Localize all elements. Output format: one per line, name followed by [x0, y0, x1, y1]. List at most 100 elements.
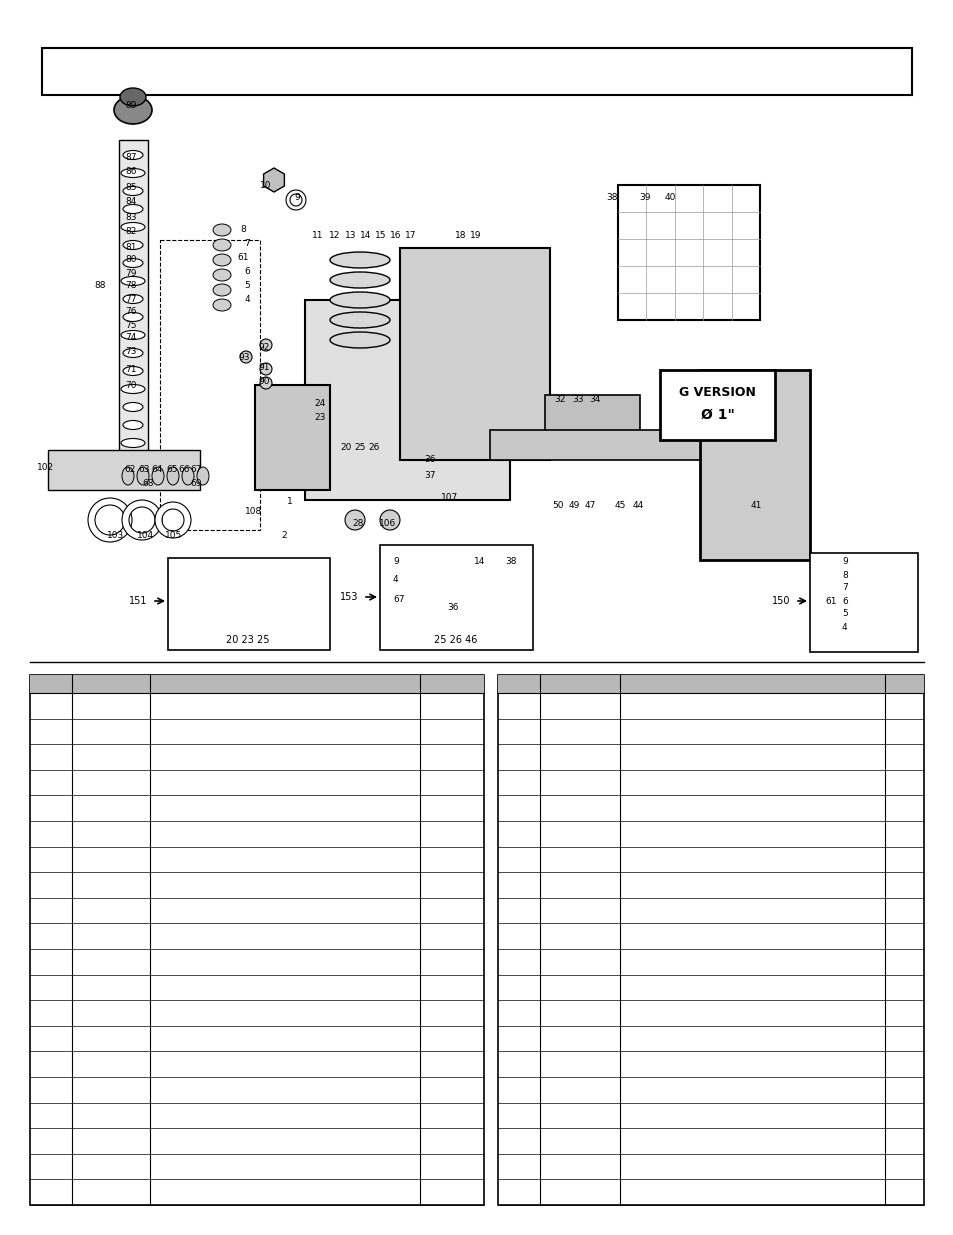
Circle shape: [260, 363, 272, 375]
Ellipse shape: [167, 467, 179, 485]
Bar: [30, 676, 483, 1205]
Text: 6: 6: [841, 597, 847, 605]
Ellipse shape: [213, 240, 231, 251]
Text: 103: 103: [108, 531, 125, 540]
Text: 61: 61: [237, 253, 249, 263]
Text: 32: 32: [554, 395, 565, 405]
Text: 41: 41: [749, 501, 760, 510]
Text: 104: 104: [137, 531, 154, 540]
Bar: [48, 450, 200, 490]
Text: 47: 47: [583, 501, 595, 510]
Ellipse shape: [121, 438, 145, 447]
Bar: [490, 430, 700, 459]
Text: 18: 18: [455, 231, 466, 240]
Bar: [379, 545, 533, 650]
Text: 17: 17: [405, 231, 416, 240]
Bar: [254, 385, 330, 490]
Ellipse shape: [121, 384, 145, 394]
Text: 89: 89: [125, 101, 136, 110]
Bar: [30, 676, 483, 693]
Bar: [544, 395, 639, 450]
Circle shape: [379, 510, 399, 530]
Text: 81: 81: [125, 242, 136, 252]
Ellipse shape: [121, 168, 145, 178]
Text: 74: 74: [125, 333, 136, 342]
Text: 62: 62: [124, 466, 135, 474]
Text: 82: 82: [125, 227, 136, 236]
Ellipse shape: [123, 258, 143, 268]
Text: 108: 108: [245, 508, 262, 516]
Text: 92: 92: [258, 343, 270, 352]
Text: 68: 68: [142, 478, 153, 488]
Text: 70: 70: [125, 382, 136, 390]
Text: 85: 85: [125, 183, 136, 191]
Ellipse shape: [213, 254, 231, 266]
Text: 4: 4: [841, 622, 846, 631]
Ellipse shape: [123, 186, 143, 195]
Text: 83: 83: [125, 212, 136, 221]
Ellipse shape: [330, 252, 390, 268]
Text: 84: 84: [125, 198, 136, 206]
Ellipse shape: [330, 272, 390, 288]
Text: 77: 77: [125, 294, 136, 304]
Ellipse shape: [213, 224, 231, 236]
Ellipse shape: [120, 88, 146, 106]
Ellipse shape: [213, 269, 231, 282]
Circle shape: [260, 338, 272, 351]
Text: 14: 14: [474, 557, 485, 567]
Ellipse shape: [123, 241, 143, 249]
Text: 71: 71: [125, 366, 136, 374]
Text: 9: 9: [294, 194, 299, 203]
Text: 13: 13: [345, 231, 356, 240]
Ellipse shape: [121, 331, 145, 340]
Circle shape: [345, 510, 365, 530]
Text: 16: 16: [390, 231, 401, 240]
Text: 40: 40: [663, 194, 675, 203]
Text: 5: 5: [244, 282, 250, 290]
Text: 20: 20: [340, 442, 352, 452]
Bar: [497, 676, 923, 1205]
Ellipse shape: [213, 299, 231, 311]
Bar: [700, 370, 809, 559]
Text: 14: 14: [360, 231, 372, 240]
Text: 37: 37: [424, 472, 436, 480]
Text: 86: 86: [125, 168, 136, 177]
Text: 67: 67: [393, 595, 404, 604]
Text: 15: 15: [375, 231, 386, 240]
Text: 76: 76: [125, 308, 136, 316]
Text: G VERSION: G VERSION: [679, 387, 755, 399]
Ellipse shape: [113, 96, 152, 124]
Ellipse shape: [121, 277, 145, 285]
Text: 151: 151: [129, 597, 147, 606]
Text: 44: 44: [632, 501, 643, 510]
Text: 2: 2: [281, 531, 287, 541]
Text: 11: 11: [312, 231, 323, 240]
Text: 64: 64: [152, 466, 163, 474]
Text: 8: 8: [841, 571, 847, 579]
Text: 1: 1: [287, 498, 293, 506]
Text: 38: 38: [504, 557, 516, 567]
Text: 107: 107: [441, 493, 458, 501]
Text: 10: 10: [260, 180, 272, 189]
Ellipse shape: [330, 312, 390, 329]
Circle shape: [240, 351, 252, 363]
Ellipse shape: [123, 205, 143, 214]
Text: 25 26 46: 25 26 46: [434, 635, 477, 645]
Text: Ø 1": Ø 1": [700, 408, 734, 422]
Text: 50: 50: [552, 501, 563, 510]
Text: 28: 28: [352, 520, 363, 529]
Ellipse shape: [330, 332, 390, 348]
Text: 36: 36: [424, 456, 436, 464]
Bar: [399, 248, 550, 459]
Text: 67: 67: [190, 466, 201, 474]
Text: 73: 73: [125, 347, 136, 356]
Ellipse shape: [123, 420, 143, 430]
Bar: [160, 240, 260, 530]
Text: 38: 38: [605, 194, 618, 203]
Ellipse shape: [122, 467, 133, 485]
Text: 65: 65: [166, 466, 177, 474]
Text: 36: 36: [447, 604, 458, 613]
Ellipse shape: [123, 312, 143, 321]
Ellipse shape: [196, 467, 209, 485]
Bar: [168, 558, 330, 650]
